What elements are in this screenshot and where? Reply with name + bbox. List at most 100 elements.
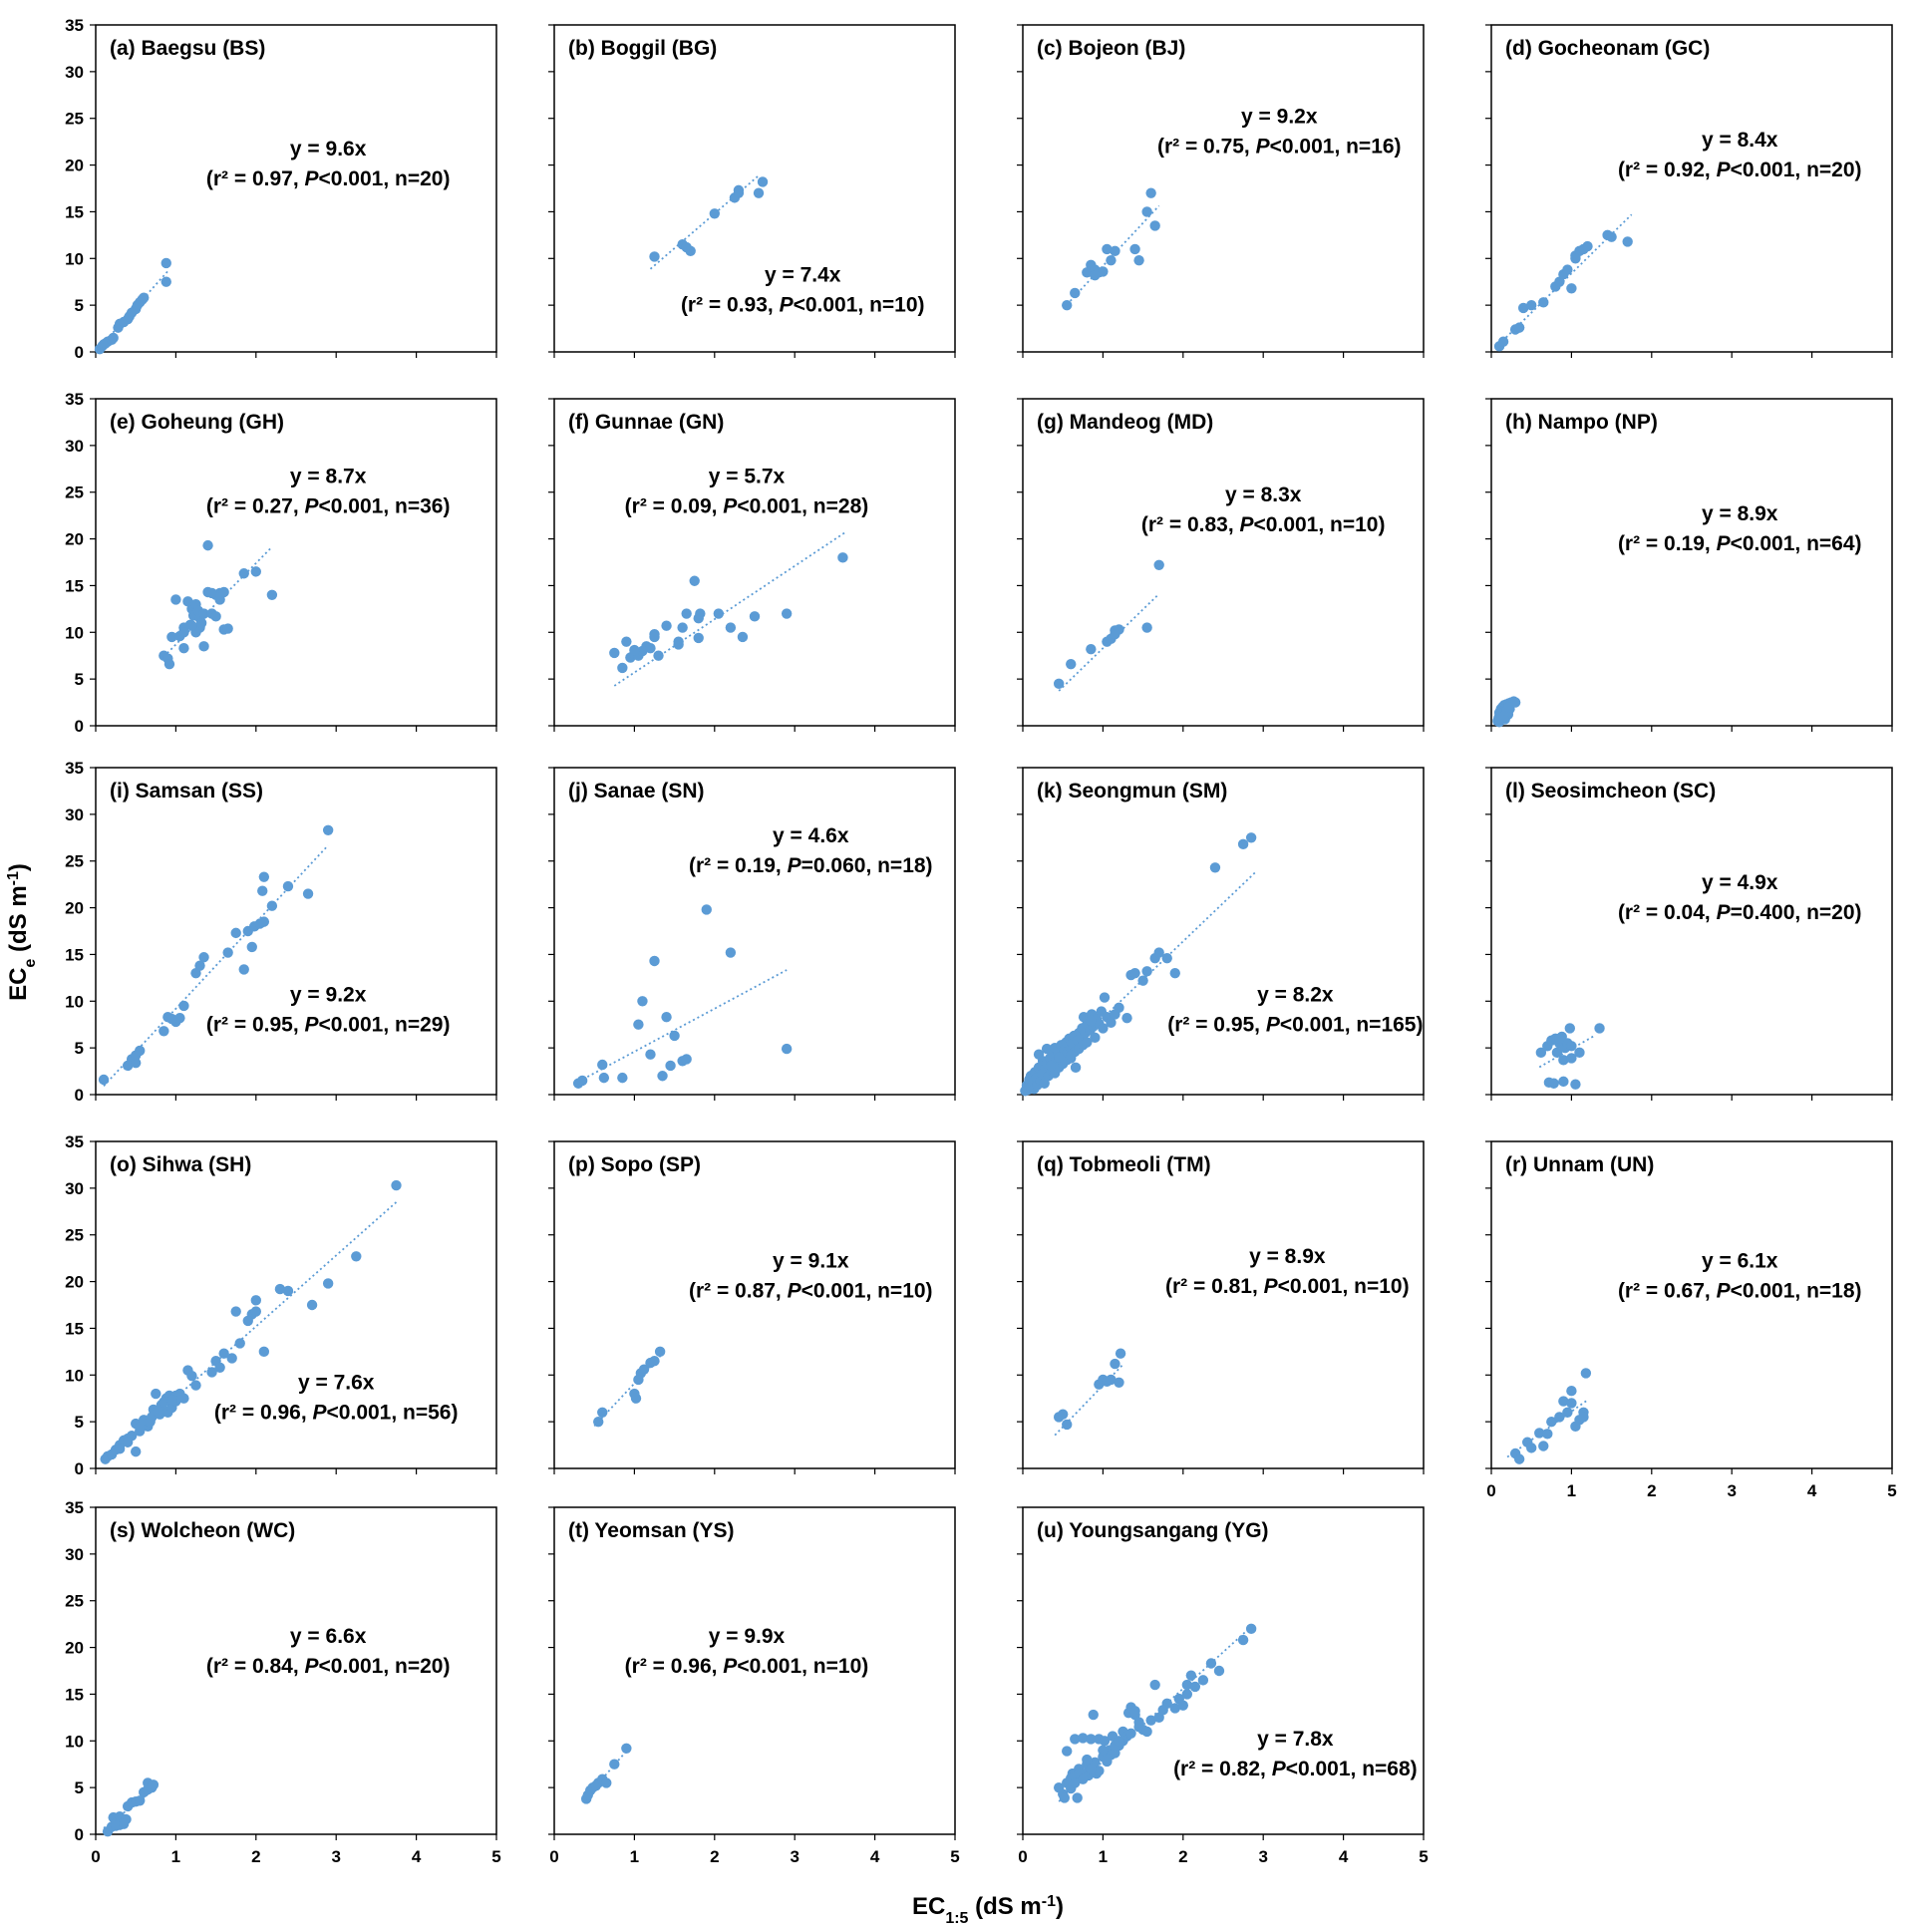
data-point	[1574, 1047, 1585, 1059]
data-point	[306, 1299, 318, 1311]
panel-16: 0 5 10 15 20 25 30 35 0 1 2 3 4 5 (s) Wolcheon (WC) y =…	[65, 1498, 501, 1866]
x-tick-label: 5	[950, 1847, 959, 1866]
data-point	[198, 608, 209, 619]
regression-stats: (r² = 0.81, P<0.001, n=10)	[1165, 1275, 1410, 1298]
data-point	[601, 1777, 612, 1788]
data-point	[1197, 1675, 1209, 1686]
data-point	[781, 608, 793, 619]
panel-14: (q) Tobmeoli (TM) y = 8.9x (r² = 0.81, P<0…	[1017, 1140, 1425, 1474]
y-tick-label: 10	[65, 1366, 84, 1385]
data-point	[178, 1000, 189, 1012]
data-point	[166, 1395, 177, 1406]
data-point	[238, 964, 249, 975]
regression-stats: (r² = 0.09, P<0.001, n=28)	[625, 494, 869, 517]
regression-stats: (r² = 0.67, P<0.001, n=18)	[1618, 1280, 1862, 1303]
regression-equation: y = 8.7x	[290, 465, 367, 487]
data-point	[638, 1364, 650, 1375]
x-tick-label: 2	[251, 1847, 260, 1866]
data-point	[649, 628, 660, 640]
x-tick-label: 1	[171, 1847, 180, 1866]
regression-equation: y = 9.9x	[709, 1625, 786, 1648]
plot-frame	[553, 767, 956, 1096]
y-tick-label: 30	[65, 805, 84, 824]
data-point	[226, 1353, 237, 1364]
data-point	[1070, 1777, 1081, 1788]
data-point	[1558, 1396, 1569, 1407]
y-tick-label: 35	[65, 1132, 84, 1151]
regression-equation: y = 7.4x	[765, 264, 841, 287]
data-point	[1094, 1766, 1105, 1776]
panel-2: (c) Bojeon (BJ) y = 9.2x (r² = 0.75, P<0.0…	[1017, 24, 1425, 358]
data-point	[1245, 832, 1257, 843]
data-point	[118, 1818, 130, 1829]
plot-frame	[553, 398, 956, 727]
data-point	[695, 608, 706, 619]
data-point	[159, 1026, 169, 1037]
data-point	[186, 620, 197, 631]
data-point	[1554, 1412, 1565, 1423]
y-tick-label: 30	[65, 437, 84, 456]
data-point	[202, 539, 213, 551]
y-tick-label: 20	[65, 1639, 84, 1658]
plot-frame	[1022, 398, 1425, 727]
plot-frame	[95, 398, 497, 727]
y-tick-label: 10	[65, 623, 84, 642]
data-point	[1086, 1015, 1097, 1027]
regression-equation: y = 8.4x	[1702, 129, 1778, 152]
data-point	[1181, 1679, 1193, 1691]
y-tick-label: 10	[65, 1732, 84, 1751]
trendline	[649, 174, 760, 270]
y-tick-label: 30	[65, 1179, 84, 1198]
data-point	[1099, 1736, 1111, 1747]
regression-stats: (r² = 0.82, P<0.001, n=68)	[1173, 1758, 1418, 1780]
data-point	[1153, 947, 1164, 958]
data-point	[1088, 1709, 1099, 1721]
data-point	[1566, 283, 1577, 294]
data-point	[649, 1356, 660, 1367]
x-tick-label: 1	[1567, 1481, 1576, 1500]
y-tick-label: 35	[65, 759, 84, 778]
data-point	[258, 871, 270, 882]
data-point	[122, 1437, 134, 1448]
data-point	[153, 1406, 163, 1418]
regression-stats: (r² = 0.84, P<0.001, n=20)	[206, 1655, 451, 1678]
data-point	[1070, 287, 1081, 299]
trendline	[1058, 1626, 1252, 1802]
y-tick-label: 5	[75, 1778, 84, 1797]
x-tick-label: 3	[1727, 1481, 1736, 1500]
panel-title: (q) Tobmeoli (TM)	[1037, 1153, 1211, 1176]
regression-stats: (r² = 0.96, P<0.001, n=10)	[625, 1655, 869, 1678]
data-point	[159, 1397, 169, 1408]
data-point	[1098, 1745, 1109, 1756]
y-tick-label: 15	[65, 202, 84, 221]
data-point	[195, 617, 207, 629]
data-point	[657, 1071, 668, 1082]
data-point	[633, 1019, 644, 1030]
data-point	[1141, 1726, 1152, 1738]
regression-equation: y = 8.2x	[1257, 983, 1334, 1006]
data-point	[174, 1012, 185, 1024]
x-tick-label: 0	[1486, 1481, 1495, 1500]
regression-stats: (r² = 0.92, P<0.001, n=20)	[1618, 159, 1862, 181]
data-point	[1070, 1062, 1082, 1074]
data-point	[108, 332, 119, 344]
data-point	[681, 1054, 692, 1065]
data-point	[151, 1388, 161, 1400]
data-point	[1497, 336, 1509, 347]
data-point	[681, 608, 692, 619]
data-point	[1141, 966, 1152, 977]
regression-equation: y = 8.9x	[1702, 502, 1778, 525]
data-point	[234, 1338, 245, 1349]
data-point	[351, 1251, 362, 1262]
x-axis-label: EC1:5 (dS m-1)	[912, 1893, 1064, 1927]
data-point	[1213, 1665, 1225, 1677]
x-tick-label: 4	[870, 1847, 880, 1866]
data-point	[1045, 1060, 1057, 1072]
data-point	[166, 631, 177, 643]
data-point	[1062, 299, 1073, 311]
data-point	[1153, 559, 1164, 571]
y-tick-label: 0	[75, 717, 84, 736]
panel-title: (k) Seongmun (SM)	[1037, 780, 1227, 803]
data-point	[669, 1030, 680, 1042]
data-point	[653, 650, 664, 661]
